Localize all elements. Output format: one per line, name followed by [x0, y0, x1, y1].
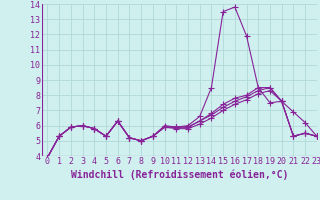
X-axis label: Windchill (Refroidissement éolien,°C): Windchill (Refroidissement éolien,°C)	[70, 169, 288, 180]
